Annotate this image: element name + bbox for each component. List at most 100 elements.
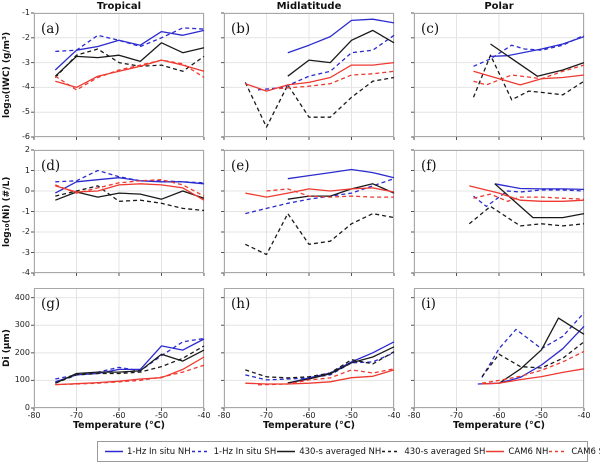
series-cam6_nh (469, 185, 585, 202)
ytick-label: 0 (24, 186, 30, 195)
series-avg_nh (54, 42, 205, 77)
legend-label: CAM6 NH (508, 446, 549, 457)
ytick-label: -2 (22, 227, 30, 236)
series-insitu_nh (287, 168, 395, 180)
ytick-label: 300 (14, 320, 30, 330)
series-insitu_sh (481, 312, 585, 378)
series-insitu_sh (245, 178, 395, 215)
series-avg_nh (490, 43, 585, 77)
series-cam6_sh (55, 179, 205, 197)
panel-i-plot: (i) (411, 288, 585, 411)
series-cam6_nh (481, 368, 585, 385)
legend-item-insitu_nh: 1-Hz In situ NH (104, 447, 191, 457)
xtick-label: -80 (27, 411, 41, 420)
legend-label: 1-Hz In situ SH (213, 446, 277, 457)
xtick-label: -40 (387, 411, 401, 420)
ytick-label: 0 (24, 403, 30, 412)
legend-label: 1-Hz In situ NH (127, 446, 191, 457)
legend-label: CAM6 SH (571, 446, 600, 457)
xlabel-temperature-middle: Temperature (°C) (262, 420, 356, 431)
series-cam6_nh (55, 59, 205, 89)
ytick-label: -4 (22, 268, 30, 277)
xtick-label: -70 (259, 411, 274, 420)
panel-f-plot: (f) (411, 149, 585, 276)
ytick-label: 400 (14, 292, 30, 302)
panel-letter-f: (f) (421, 158, 437, 174)
panel-letter-a: (a) (41, 21, 60, 37)
legend-line-cam6_sh (549, 450, 568, 453)
legend-line-avg_sh (382, 450, 401, 453)
series-cam6_sh (473, 64, 585, 86)
panel-b-plot: (b) (221, 12, 395, 140)
series-avg_nh (55, 190, 205, 201)
series-avg_sh (55, 185, 205, 212)
panel-letter-c: (c) (421, 21, 439, 37)
xtick-label: -50 (154, 411, 169, 420)
legend-item-insitu_sh: 1-Hz In situ SH (191, 446, 277, 457)
series-avg_nh (498, 317, 585, 384)
series-insitu_sh (55, 169, 205, 184)
series-avg_nh (494, 183, 585, 219)
series-cam6_sh (54, 59, 205, 91)
xtick-label: -40 (577, 411, 591, 420)
panel-letter-i: (i) (421, 296, 436, 312)
panel-c-plot: (c) (411, 12, 585, 140)
panel-g-plot: (g) (31, 288, 205, 411)
series-insitu_nh (287, 18, 395, 54)
panel-letter-h: (h) (231, 296, 250, 312)
series-avg_sh (468, 205, 585, 227)
xtick-label: -40 (197, 411, 211, 420)
ytick-label: 2 (24, 145, 30, 154)
ytick-label: 200 (14, 347, 30, 357)
panel-d-plot: (d) (31, 149, 205, 276)
panel-e-plot: (e) (221, 149, 395, 276)
panel-h-plot: (h) (221, 288, 395, 411)
xtick-label: -50 (344, 411, 359, 420)
series-cam6_sh (266, 188, 394, 198)
ytick-label: -4 (22, 82, 30, 92)
ytick-label: 1 (24, 165, 30, 175)
series-avg_sh (472, 54, 585, 101)
panel-a-plot: (a) (31, 12, 205, 140)
series-avg_sh (245, 212, 395, 256)
column-title-polar: Polar (484, 1, 514, 12)
ylabel-iwc: log₁₀(IWC) (g/m³) (2, 31, 12, 119)
series-insitu_nh (490, 35, 585, 58)
ytick-label: -5 (22, 107, 30, 117)
xtick-label: -80 (407, 411, 421, 420)
series-cam6_sh (473, 193, 585, 202)
series-insitu_nh (477, 325, 585, 385)
legend-item-cam6_sh: CAM6 SH (548, 447, 600, 457)
legend-line-cam6_nh (486, 450, 505, 453)
legend-item-avg_nh: 430-s averaged NH (276, 447, 381, 457)
series-avg_nh (55, 349, 205, 384)
panel-letter-d: (d) (41, 158, 60, 174)
series-cam6_nh (245, 369, 395, 385)
series-cam6_sh (55, 364, 205, 386)
legend-line-insitu_nh (105, 450, 123, 453)
series-insitu_sh (473, 34, 585, 67)
column-title-tropical: Tropical (96, 1, 142, 12)
ytick-label: -2 (22, 32, 30, 42)
legend-label: 430-s averaged NH (299, 446, 382, 457)
panel-letter-b: (b) (231, 21, 250, 37)
ytick-label: -1 (22, 206, 30, 216)
ytick-label: -3 (22, 247, 30, 257)
ytick-label: -6 (22, 132, 30, 141)
series-cam6_nh (55, 183, 205, 201)
series-avg_nh (287, 183, 395, 200)
series-avg_sh (481, 341, 585, 377)
xtick-label: -70 (69, 411, 84, 420)
series-cam6_sh (279, 70, 395, 90)
series-insitu_nh (494, 183, 585, 191)
xtick-label: -70 (449, 411, 464, 420)
series-avg_nh (287, 346, 395, 384)
legend-line-insitu_sh (191, 450, 210, 453)
legend-item-avg_sh: 430-s averaged SH (381, 447, 485, 457)
series-avg_nh (287, 29, 395, 77)
ytick-label: -1 (22, 8, 30, 17)
panel-letter-g: (g) (41, 296, 60, 312)
series-cam6_nh (245, 187, 395, 198)
xlabel-temperature-left: Temperature (°C) (72, 420, 166, 431)
